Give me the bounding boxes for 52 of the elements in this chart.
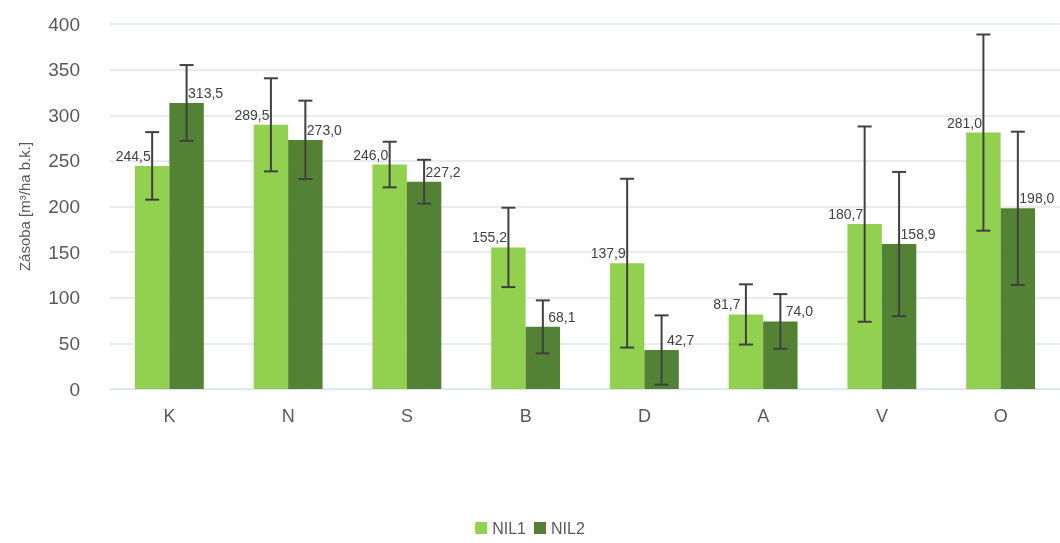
y-tick-label: 200 bbox=[48, 196, 80, 217]
y-tick-label: 100 bbox=[48, 287, 80, 309]
y-tick-label: 250 bbox=[48, 150, 80, 172]
y-tick-label: 50 bbox=[58, 332, 80, 354]
x-tick-label: N bbox=[281, 406, 295, 426]
bar bbox=[491, 247, 526, 389]
data-label: 227,2 bbox=[425, 163, 461, 180]
data-label: 155,2 bbox=[471, 229, 508, 246]
data-label: 137,9 bbox=[590, 245, 626, 262]
x-tick-label: O bbox=[993, 406, 1008, 426]
bar bbox=[728, 314, 764, 389]
data-label: 246,0 bbox=[353, 146, 389, 163]
bar bbox=[881, 244, 917, 389]
x-tick-label: A bbox=[757, 406, 770, 426]
x-tick-label: V bbox=[875, 406, 888, 426]
legend-label: NIL1 bbox=[492, 519, 527, 537]
x-tick-label: D bbox=[637, 406, 651, 426]
bar bbox=[169, 102, 204, 389]
y-tick-label: 300 bbox=[48, 104, 80, 126]
x-tick-label: K bbox=[163, 406, 176, 426]
data-label: 74,0 bbox=[785, 303, 814, 320]
bar bbox=[609, 263, 645, 389]
legend-label: NIL2 bbox=[551, 519, 585, 537]
data-label: 244,5 bbox=[115, 147, 151, 164]
data-label: 281,0 bbox=[946, 114, 983, 131]
bar bbox=[525, 326, 561, 389]
data-label: 68,1 bbox=[548, 308, 576, 325]
data-label: 289,5 bbox=[234, 106, 270, 123]
y-tick-label: 0 bbox=[69, 378, 80, 400]
data-label: 158,9 bbox=[900, 226, 936, 242]
bar bbox=[372, 164, 407, 389]
y-tick-label: 400 bbox=[48, 13, 80, 35]
data-label: 313,5 bbox=[188, 84, 224, 101]
x-tick-label: S bbox=[400, 406, 413, 426]
data-label: 180,7 bbox=[828, 206, 864, 223]
data-label: 198,0 bbox=[1019, 190, 1055, 207]
bar bbox=[253, 124, 289, 389]
x-tick-label: B bbox=[519, 406, 532, 426]
bar bbox=[847, 224, 882, 389]
bar bbox=[763, 321, 798, 389]
bar bbox=[406, 181, 442, 389]
y-tick-label: 150 bbox=[48, 241, 80, 263]
bar bbox=[1000, 208, 1036, 389]
data-label: 273,0 bbox=[306, 121, 343, 138]
data-label: 42,7 bbox=[666, 332, 695, 349]
bar bbox=[966, 132, 1001, 389]
bar bbox=[288, 139, 323, 389]
y-axis-title: Zásoba [m³/ha b.k.] bbox=[16, 141, 33, 272]
bar bbox=[644, 350, 679, 389]
bar bbox=[134, 165, 170, 389]
y-tick-label: 350 bbox=[48, 59, 80, 81]
data-label: 81,7 bbox=[713, 296, 741, 313]
